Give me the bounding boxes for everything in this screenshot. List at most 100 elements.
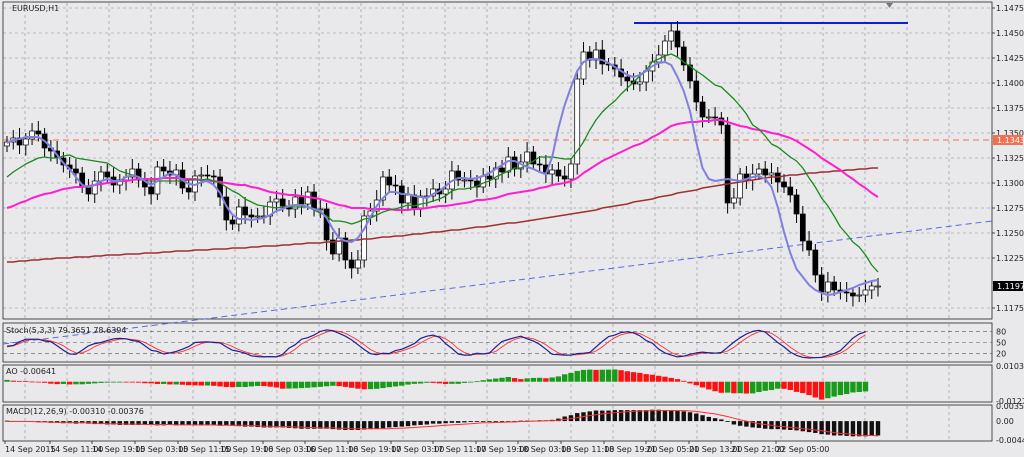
candle-body: [793, 194, 800, 215]
ao-bar: [574, 370, 580, 382]
candle-body: [480, 175, 487, 188]
current-price-tag: [993, 281, 1023, 291]
macd-bar: [875, 421, 881, 436]
macd-bar: [687, 412, 693, 422]
time-tick-label: 18 Sep 11:00: [561, 445, 614, 454]
macd-bar: [819, 421, 824, 435]
price-tick-label: 1.1250: [996, 229, 1024, 238]
candle-body: [787, 186, 794, 196]
ao-bar: [79, 381, 85, 385]
macd-bar: [249, 421, 254, 427]
ao-bar: [311, 381, 317, 388]
ma-purple-line[interactable]: [6, 58, 879, 296]
macd-bar: [299, 421, 304, 429]
ao-bar: [104, 381, 110, 383]
ao-bar: [330, 381, 336, 386]
ao-bar: [649, 374, 656, 382]
ao-bar: [386, 381, 392, 388]
macd-bar: [393, 421, 398, 428]
macd-bar: [800, 421, 806, 432]
time-tick-label: 18 Sep 03:00: [518, 445, 571, 454]
price-tick-label: 1.1375: [996, 104, 1024, 113]
macd-bar: [123, 421, 129, 425]
candle-body: [536, 163, 543, 166]
candle-body: [467, 179, 474, 182]
candle-body: [73, 168, 79, 174]
candle-body: [875, 285, 881, 288]
candle-body: [160, 166, 167, 172]
candle-body: [699, 101, 706, 118]
ao-bar: [599, 369, 605, 382]
ao-bar: [323, 381, 330, 387]
price-panel: [2, 21, 993, 345]
candle-body: [279, 198, 286, 207]
macd-bar: [111, 421, 116, 425]
ao-bar: [186, 381, 192, 386]
candle-body: [674, 30, 681, 48]
stoch-tick-label: 80: [996, 327, 1006, 336]
ao-bar: [16, 380, 23, 382]
macd-bar: [186, 421, 191, 425]
macd-bar: [336, 421, 342, 430]
macd-bar: [405, 421, 411, 427]
macd-bar: [355, 421, 361, 430]
candle-body: [843, 291, 850, 294]
candle-body: [731, 197, 737, 204]
macd-bar: [167, 421, 173, 425]
stoch-main-line[interactable]: [6, 329, 866, 359]
macd-bar: [788, 421, 793, 430]
macd-bar: [130, 421, 135, 425]
ao-bar: [687, 381, 693, 384]
ao-bar: [254, 381, 261, 386]
macd-bar: [662, 410, 668, 422]
macd-panel-frame: [2, 404, 993, 442]
candle-body: [298, 196, 305, 205]
ao-tick-label: 0.01036: [996, 362, 1024, 371]
time-tick-label: 22 Sep 05:00: [776, 445, 829, 454]
macd-bar: [155, 421, 160, 426]
shift-marker-icon[interactable]: [886, 3, 893, 8]
stoch-tick-label: 20: [996, 350, 1006, 359]
macd-bar: [794, 421, 799, 431]
ao-bar: [536, 377, 543, 382]
macd-bar: [274, 421, 279, 428]
macd-bar: [430, 421, 436, 424]
ao-bar: [524, 378, 530, 382]
ao-bar: [35, 381, 42, 383]
ao-bar: [154, 381, 161, 384]
ao-bar: [10, 380, 16, 382]
candle-body: [705, 116, 712, 119]
macd-bar: [650, 409, 655, 422]
ao-bar: [204, 381, 211, 386]
macd-bar: [318, 421, 323, 429]
ma-mid-line[interactable]: [6, 119, 879, 211]
macd-bar: [236, 421, 242, 427]
ao-bar: [467, 381, 474, 383]
candle-body: [235, 206, 242, 225]
ma-slow-line[interactable]: [7, 167, 878, 263]
candle-body: [486, 175, 493, 180]
ao-panel-frame: [2, 364, 993, 403]
ao-bar: [29, 381, 35, 383]
time-tick-label: 18 Sep 19:00: [604, 445, 657, 454]
macd-bar: [173, 421, 179, 426]
ao-bar: [511, 378, 518, 382]
macd-bar: [669, 410, 674, 422]
macd-bar: [286, 421, 292, 428]
macd-bar: [267, 421, 273, 428]
ao-bar: [837, 381, 844, 396]
macd-bar: [643, 410, 649, 422]
stochastic-panel: [3, 329, 992, 359]
macd-signal-line[interactable]: [7, 410, 879, 437]
dashed-trend-line[interactable]: [2, 220, 993, 345]
candle-body: [856, 294, 863, 297]
ao-bar: [41, 381, 48, 383]
macd-bar: [562, 416, 567, 422]
macd-bar: [343, 421, 348, 430]
ao-bar: [499, 377, 505, 382]
level-price-tag: [993, 135, 1023, 145]
ma-fast-line[interactable]: [6, 53, 879, 273]
ao-bar: [461, 381, 468, 383]
